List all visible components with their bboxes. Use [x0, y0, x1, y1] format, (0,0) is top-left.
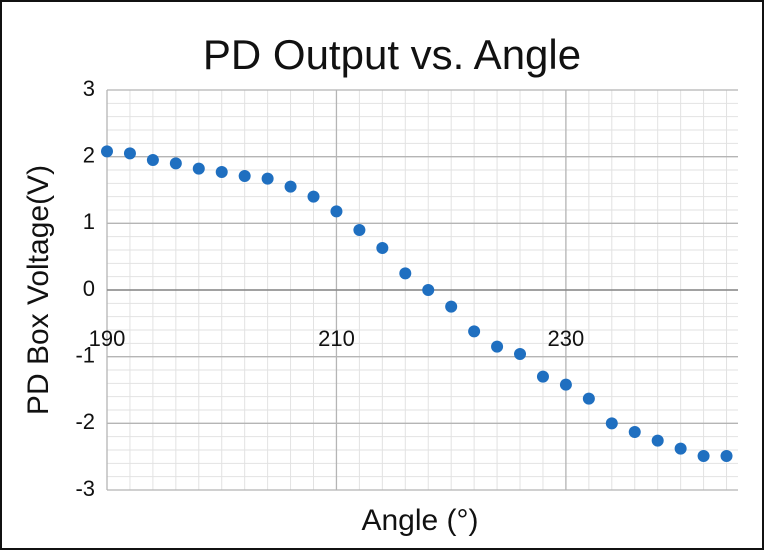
y-tick-label: 1 — [83, 209, 95, 234]
y-tick-label: -2 — [75, 409, 95, 434]
point — [399, 267, 412, 280]
point — [101, 145, 113, 158]
x-tick-label: 190 — [89, 326, 126, 351]
point — [674, 442, 687, 455]
point — [605, 417, 618, 430]
point — [261, 172, 274, 185]
y-tick-label: -1 — [75, 342, 95, 367]
point — [422, 284, 435, 296]
chart-title: PD Output vs. Angle — [203, 31, 581, 78]
x-tick-label: 230 — [548, 326, 585, 351]
point — [514, 348, 527, 360]
y-tick-label: -3 — [75, 476, 95, 501]
y-tick-label: 2 — [83, 142, 95, 167]
point — [628, 426, 641, 438]
point — [445, 300, 458, 313]
point — [238, 170, 251, 182]
x-tick-label: 210 — [318, 326, 355, 351]
point — [215, 166, 228, 178]
point — [697, 450, 710, 462]
point — [582, 392, 595, 405]
point — [353, 224, 366, 236]
point — [123, 147, 136, 160]
y-axis-label: PD Box Voltage(V) — [22, 165, 55, 415]
point — [468, 325, 481, 338]
point — [192, 162, 205, 175]
y-tick-label: 3 — [83, 76, 95, 101]
point — [720, 450, 733, 462]
point — [559, 378, 572, 391]
point — [536, 370, 549, 383]
point — [376, 242, 389, 254]
point — [307, 190, 320, 203]
point — [284, 180, 297, 193]
y-tick-label: 0 — [83, 276, 95, 301]
point — [651, 434, 664, 447]
point — [491, 340, 504, 353]
point — [146, 154, 159, 166]
point — [330, 205, 343, 218]
point — [169, 157, 182, 170]
x-axis-label: Angle (°) — [361, 504, 478, 537]
